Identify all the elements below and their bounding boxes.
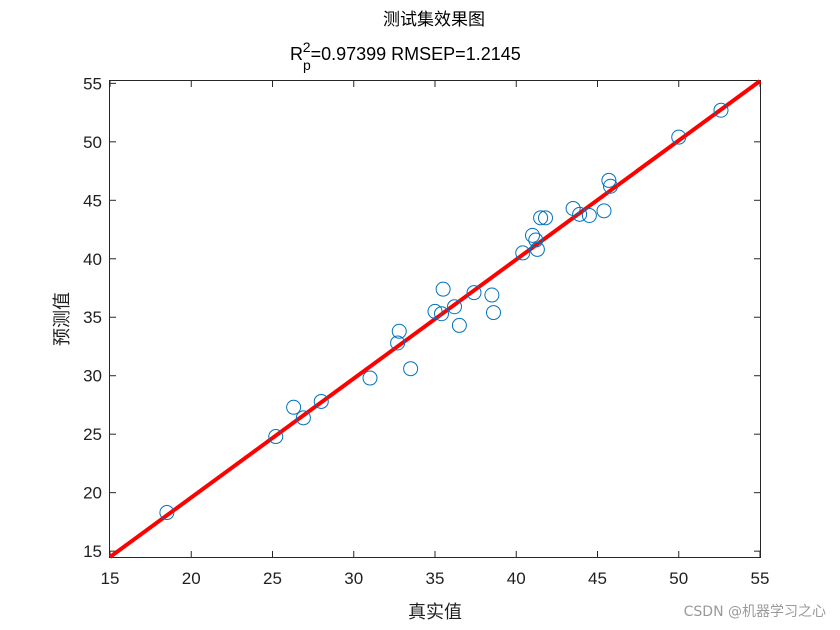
data-point (533, 210, 549, 226)
data-point (313, 393, 329, 409)
data-point (268, 429, 284, 445)
watermark-text: CSDN @机器学习之心 (684, 604, 826, 620)
x-tick-label: 45 (588, 569, 607, 588)
y-tick-label: 55 (83, 74, 102, 93)
subtitle-r-superscript: 2 (303, 39, 311, 55)
data-point (451, 317, 467, 333)
data-point (391, 323, 407, 339)
data-point (286, 399, 302, 415)
y-tick-label: 20 (83, 484, 102, 503)
chart-subtitle: Rp 2=0.97399 RMSEP=1.2145 (290, 39, 521, 73)
x-tick-label: 15 (101, 569, 120, 588)
data-points (159, 102, 729, 521)
data-point (435, 281, 451, 297)
x-tick-label: 55 (751, 569, 770, 588)
data-point (581, 207, 597, 223)
data-point (159, 505, 175, 521)
x-tick-label: 50 (669, 569, 688, 588)
y-tick-label: 30 (83, 367, 102, 386)
x-axis-ticks: 15 20 25 30 35 40 45 50 55 (101, 81, 770, 588)
data-point (484, 287, 500, 303)
y-tick-label: 40 (83, 250, 102, 269)
data-point (403, 361, 419, 377)
data-point (390, 335, 406, 351)
data-point (427, 303, 443, 319)
data-point (572, 206, 588, 222)
data-point (671, 129, 687, 145)
data-point (486, 305, 501, 321)
data-point (515, 245, 531, 261)
y-tick-label: 15 (83, 542, 102, 561)
data-point (525, 227, 540, 243)
x-axis-label: 真实值 (408, 602, 462, 623)
y-tick-label: 45 (83, 191, 102, 210)
x-tick-label: 30 (344, 569, 363, 588)
subtitle-metrics: =0.97399 RMSEP=1.2145 (311, 44, 521, 64)
chart-title: 测试集效果图 (383, 10, 485, 30)
y-tick-label: 25 (83, 425, 102, 444)
data-point (362, 370, 378, 386)
subtitle-r-subscript: p (303, 57, 311, 73)
y-tick-label: 35 (83, 308, 102, 327)
data-point (528, 232, 544, 248)
data-point (603, 178, 618, 194)
data-point (713, 102, 729, 118)
x-tick-label: 35 (426, 569, 445, 588)
data-point (466, 285, 482, 301)
y-tick-label: 50 (83, 133, 102, 152)
data-point (601, 172, 617, 188)
data-point (295, 410, 311, 426)
x-tick-label: 25 (263, 569, 282, 588)
fit-line-layer (108, 79, 762, 559)
x-tick-label: 40 (507, 569, 526, 588)
y-axis-ticks: 15 20 25 30 35 40 45 50 55 (83, 74, 760, 561)
data-point (529, 241, 545, 257)
data-point (434, 306, 449, 322)
x-tick-label: 20 (182, 569, 201, 588)
data-point (538, 210, 553, 226)
data-point (447, 299, 462, 315)
data-point (596, 203, 612, 219)
y-axis-label: 预测值 (52, 292, 73, 346)
fit-line (108, 79, 762, 559)
subtitle-r-base: R (290, 44, 303, 64)
